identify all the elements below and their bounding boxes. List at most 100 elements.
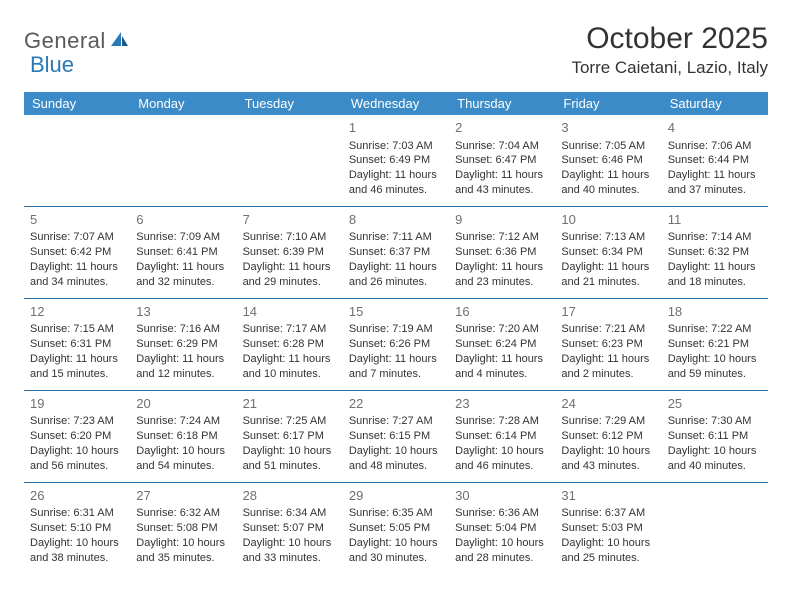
calendar-cell: 10Sunrise: 7:13 AMSunset: 6:34 PMDayligh… bbox=[555, 206, 661, 298]
day-info: Sunrise: 6:36 AMSunset: 5:04 PMDaylight:… bbox=[455, 506, 549, 565]
day-number: 11 bbox=[668, 211, 762, 229]
logo-word-general: General bbox=[24, 28, 106, 53]
day-number: 14 bbox=[243, 303, 337, 321]
day-info: Sunrise: 7:30 AMSunset: 6:11 PMDaylight:… bbox=[668, 414, 762, 473]
day-number: 30 bbox=[455, 487, 549, 505]
day-number: 18 bbox=[668, 303, 762, 321]
calendar-cell: 13Sunrise: 7:16 AMSunset: 6:29 PMDayligh… bbox=[130, 298, 236, 390]
calendar-cell: 30Sunrise: 6:36 AMSunset: 5:04 PMDayligh… bbox=[449, 482, 555, 573]
calendar-cell: 22Sunrise: 7:27 AMSunset: 6:15 PMDayligh… bbox=[343, 390, 449, 482]
calendar-cell bbox=[24, 115, 130, 206]
day-info: Sunrise: 7:29 AMSunset: 6:12 PMDaylight:… bbox=[561, 414, 655, 473]
calendar-cell: 27Sunrise: 6:32 AMSunset: 5:08 PMDayligh… bbox=[130, 482, 236, 573]
calendar-cell: 8Sunrise: 7:11 AMSunset: 6:37 PMDaylight… bbox=[343, 206, 449, 298]
day-info: Sunrise: 7:27 AMSunset: 6:15 PMDaylight:… bbox=[349, 414, 443, 473]
day-info: Sunrise: 7:10 AMSunset: 6:39 PMDaylight:… bbox=[243, 230, 337, 289]
day-info: Sunrise: 7:14 AMSunset: 6:32 PMDaylight:… bbox=[668, 230, 762, 289]
day-number: 5 bbox=[30, 211, 124, 229]
day-number: 4 bbox=[668, 119, 762, 137]
day-number: 2 bbox=[455, 119, 549, 137]
day-info: Sunrise: 7:19 AMSunset: 6:26 PMDaylight:… bbox=[349, 322, 443, 381]
day-number: 7 bbox=[243, 211, 337, 229]
day-number: 8 bbox=[349, 211, 443, 229]
day-info: Sunrise: 6:31 AMSunset: 5:10 PMDaylight:… bbox=[30, 506, 124, 565]
header: General October 2025 Torre Caietani, Laz… bbox=[24, 22, 768, 78]
calendar-week-row: 12Sunrise: 7:15 AMSunset: 6:31 PMDayligh… bbox=[24, 298, 768, 390]
calendar-body: 1 Sunrise: 7:03 AMSunset: 6:49 PMDaylight… bbox=[24, 115, 768, 574]
day-number: 24 bbox=[561, 395, 655, 413]
weekday-header-row: Sunday Monday Tuesday Wednesday Thursday… bbox=[24, 92, 768, 115]
day-number: 27 bbox=[136, 487, 230, 505]
calendar-week-row: 1 Sunrise: 7:03 AMSunset: 6:49 PMDaylight… bbox=[24, 115, 768, 206]
day-info: Sunrise: 7:04 AMSunset: 6:47 PMDaylight:… bbox=[455, 139, 549, 198]
day-info: Sunrise: 7:06 AMSunset: 6:44 PMDaylight:… bbox=[668, 139, 762, 198]
day-info: Sunrise: 7:28 AMSunset: 6:14 PMDaylight:… bbox=[455, 414, 549, 473]
calendar-cell: 2 Sunrise: 7:04 AMSunset: 6:47 PMDaylight… bbox=[449, 115, 555, 206]
calendar-cell: 7Sunrise: 7:10 AMSunset: 6:39 PMDaylight… bbox=[237, 206, 343, 298]
calendar-cell: 15Sunrise: 7:19 AMSunset: 6:26 PMDayligh… bbox=[343, 298, 449, 390]
calendar-cell: 21Sunrise: 7:25 AMSunset: 6:17 PMDayligh… bbox=[237, 390, 343, 482]
day-number: 29 bbox=[349, 487, 443, 505]
day-number: 19 bbox=[30, 395, 124, 413]
calendar-cell: 9Sunrise: 7:12 AMSunset: 6:36 PMDaylight… bbox=[449, 206, 555, 298]
weekday-tue: Tuesday bbox=[237, 92, 343, 115]
calendar-table: Sunday Monday Tuesday Wednesday Thursday… bbox=[24, 92, 768, 574]
sail-icon bbox=[109, 30, 129, 53]
day-info: Sunrise: 7:03 AMSunset: 6:49 PMDaylight:… bbox=[349, 139, 443, 198]
day-info: Sunrise: 7:21 AMSunset: 6:23 PMDaylight:… bbox=[561, 322, 655, 381]
day-number: 16 bbox=[455, 303, 549, 321]
calendar-cell: 28Sunrise: 6:34 AMSunset: 5:07 PMDayligh… bbox=[237, 482, 343, 573]
day-info: Sunrise: 7:13 AMSunset: 6:34 PMDaylight:… bbox=[561, 230, 655, 289]
day-info: Sunrise: 7:15 AMSunset: 6:31 PMDaylight:… bbox=[30, 322, 124, 381]
day-number: 13 bbox=[136, 303, 230, 321]
day-info: Sunrise: 7:07 AMSunset: 6:42 PMDaylight:… bbox=[30, 230, 124, 289]
calendar-cell bbox=[130, 115, 236, 206]
calendar-cell: 19Sunrise: 7:23 AMSunset: 6:20 PMDayligh… bbox=[24, 390, 130, 482]
calendar-cell: 11Sunrise: 7:14 AMSunset: 6:32 PMDayligh… bbox=[662, 206, 768, 298]
day-info: Sunrise: 7:20 AMSunset: 6:24 PMDaylight:… bbox=[455, 322, 549, 381]
day-info: Sunrise: 7:09 AMSunset: 6:41 PMDaylight:… bbox=[136, 230, 230, 289]
day-info: Sunrise: 7:12 AMSunset: 6:36 PMDaylight:… bbox=[455, 230, 549, 289]
calendar-week-row: 19Sunrise: 7:23 AMSunset: 6:20 PMDayligh… bbox=[24, 390, 768, 482]
page-title: October 2025 bbox=[571, 22, 768, 56]
calendar-cell: 5Sunrise: 7:07 AMSunset: 6:42 PMDaylight… bbox=[24, 206, 130, 298]
weekday-thu: Thursday bbox=[449, 92, 555, 115]
day-info: Sunrise: 7:22 AMSunset: 6:21 PMDaylight:… bbox=[668, 322, 762, 381]
day-number: 15 bbox=[349, 303, 443, 321]
logo-word-blue: Blue bbox=[30, 52, 74, 78]
calendar-cell: 18Sunrise: 7:22 AMSunset: 6:21 PMDayligh… bbox=[662, 298, 768, 390]
day-number: 9 bbox=[455, 211, 549, 229]
day-number: 31 bbox=[561, 487, 655, 505]
day-number: 10 bbox=[561, 211, 655, 229]
day-number: 1 bbox=[349, 119, 443, 137]
calendar-week-row: 5Sunrise: 7:07 AMSunset: 6:42 PMDaylight… bbox=[24, 206, 768, 298]
calendar-cell: 12Sunrise: 7:15 AMSunset: 6:31 PMDayligh… bbox=[24, 298, 130, 390]
calendar-cell: 25Sunrise: 7:30 AMSunset: 6:11 PMDayligh… bbox=[662, 390, 768, 482]
day-info: Sunrise: 7:24 AMSunset: 6:18 PMDaylight:… bbox=[136, 414, 230, 473]
day-number: 3 bbox=[561, 119, 655, 137]
day-number: 25 bbox=[668, 395, 762, 413]
weekday-sat: Saturday bbox=[662, 92, 768, 115]
day-number: 20 bbox=[136, 395, 230, 413]
calendar-cell: 1 Sunrise: 7:03 AMSunset: 6:49 PMDaylight… bbox=[343, 115, 449, 206]
day-info: Sunrise: 6:34 AMSunset: 5:07 PMDaylight:… bbox=[243, 506, 337, 565]
day-number: 26 bbox=[30, 487, 124, 505]
day-number: 17 bbox=[561, 303, 655, 321]
day-info: Sunrise: 7:25 AMSunset: 6:17 PMDaylight:… bbox=[243, 414, 337, 473]
day-number: 12 bbox=[30, 303, 124, 321]
calendar-cell: 14Sunrise: 7:17 AMSunset: 6:28 PMDayligh… bbox=[237, 298, 343, 390]
calendar-cell bbox=[237, 115, 343, 206]
day-info: Sunrise: 6:32 AMSunset: 5:08 PMDaylight:… bbox=[136, 506, 230, 565]
calendar-cell bbox=[662, 482, 768, 573]
day-info: Sunrise: 7:11 AMSunset: 6:37 PMDaylight:… bbox=[349, 230, 443, 289]
calendar-week-row: 26Sunrise: 6:31 AMSunset: 5:10 PMDayligh… bbox=[24, 482, 768, 573]
calendar-cell: 20Sunrise: 7:24 AMSunset: 6:18 PMDayligh… bbox=[130, 390, 236, 482]
calendar-cell: 4 Sunrise: 7:06 AMSunset: 6:44 PMDaylight… bbox=[662, 115, 768, 206]
day-number: 28 bbox=[243, 487, 337, 505]
calendar-cell: 23Sunrise: 7:28 AMSunset: 6:14 PMDayligh… bbox=[449, 390, 555, 482]
day-info: Sunrise: 7:23 AMSunset: 6:20 PMDaylight:… bbox=[30, 414, 124, 473]
title-block: October 2025 Torre Caietani, Lazio, Ital… bbox=[571, 22, 768, 78]
calendar-cell: 16Sunrise: 7:20 AMSunset: 6:24 PMDayligh… bbox=[449, 298, 555, 390]
day-info: Sunrise: 7:05 AMSunset: 6:46 PMDaylight:… bbox=[561, 139, 655, 198]
calendar-cell: 17Sunrise: 7:21 AMSunset: 6:23 PMDayligh… bbox=[555, 298, 661, 390]
